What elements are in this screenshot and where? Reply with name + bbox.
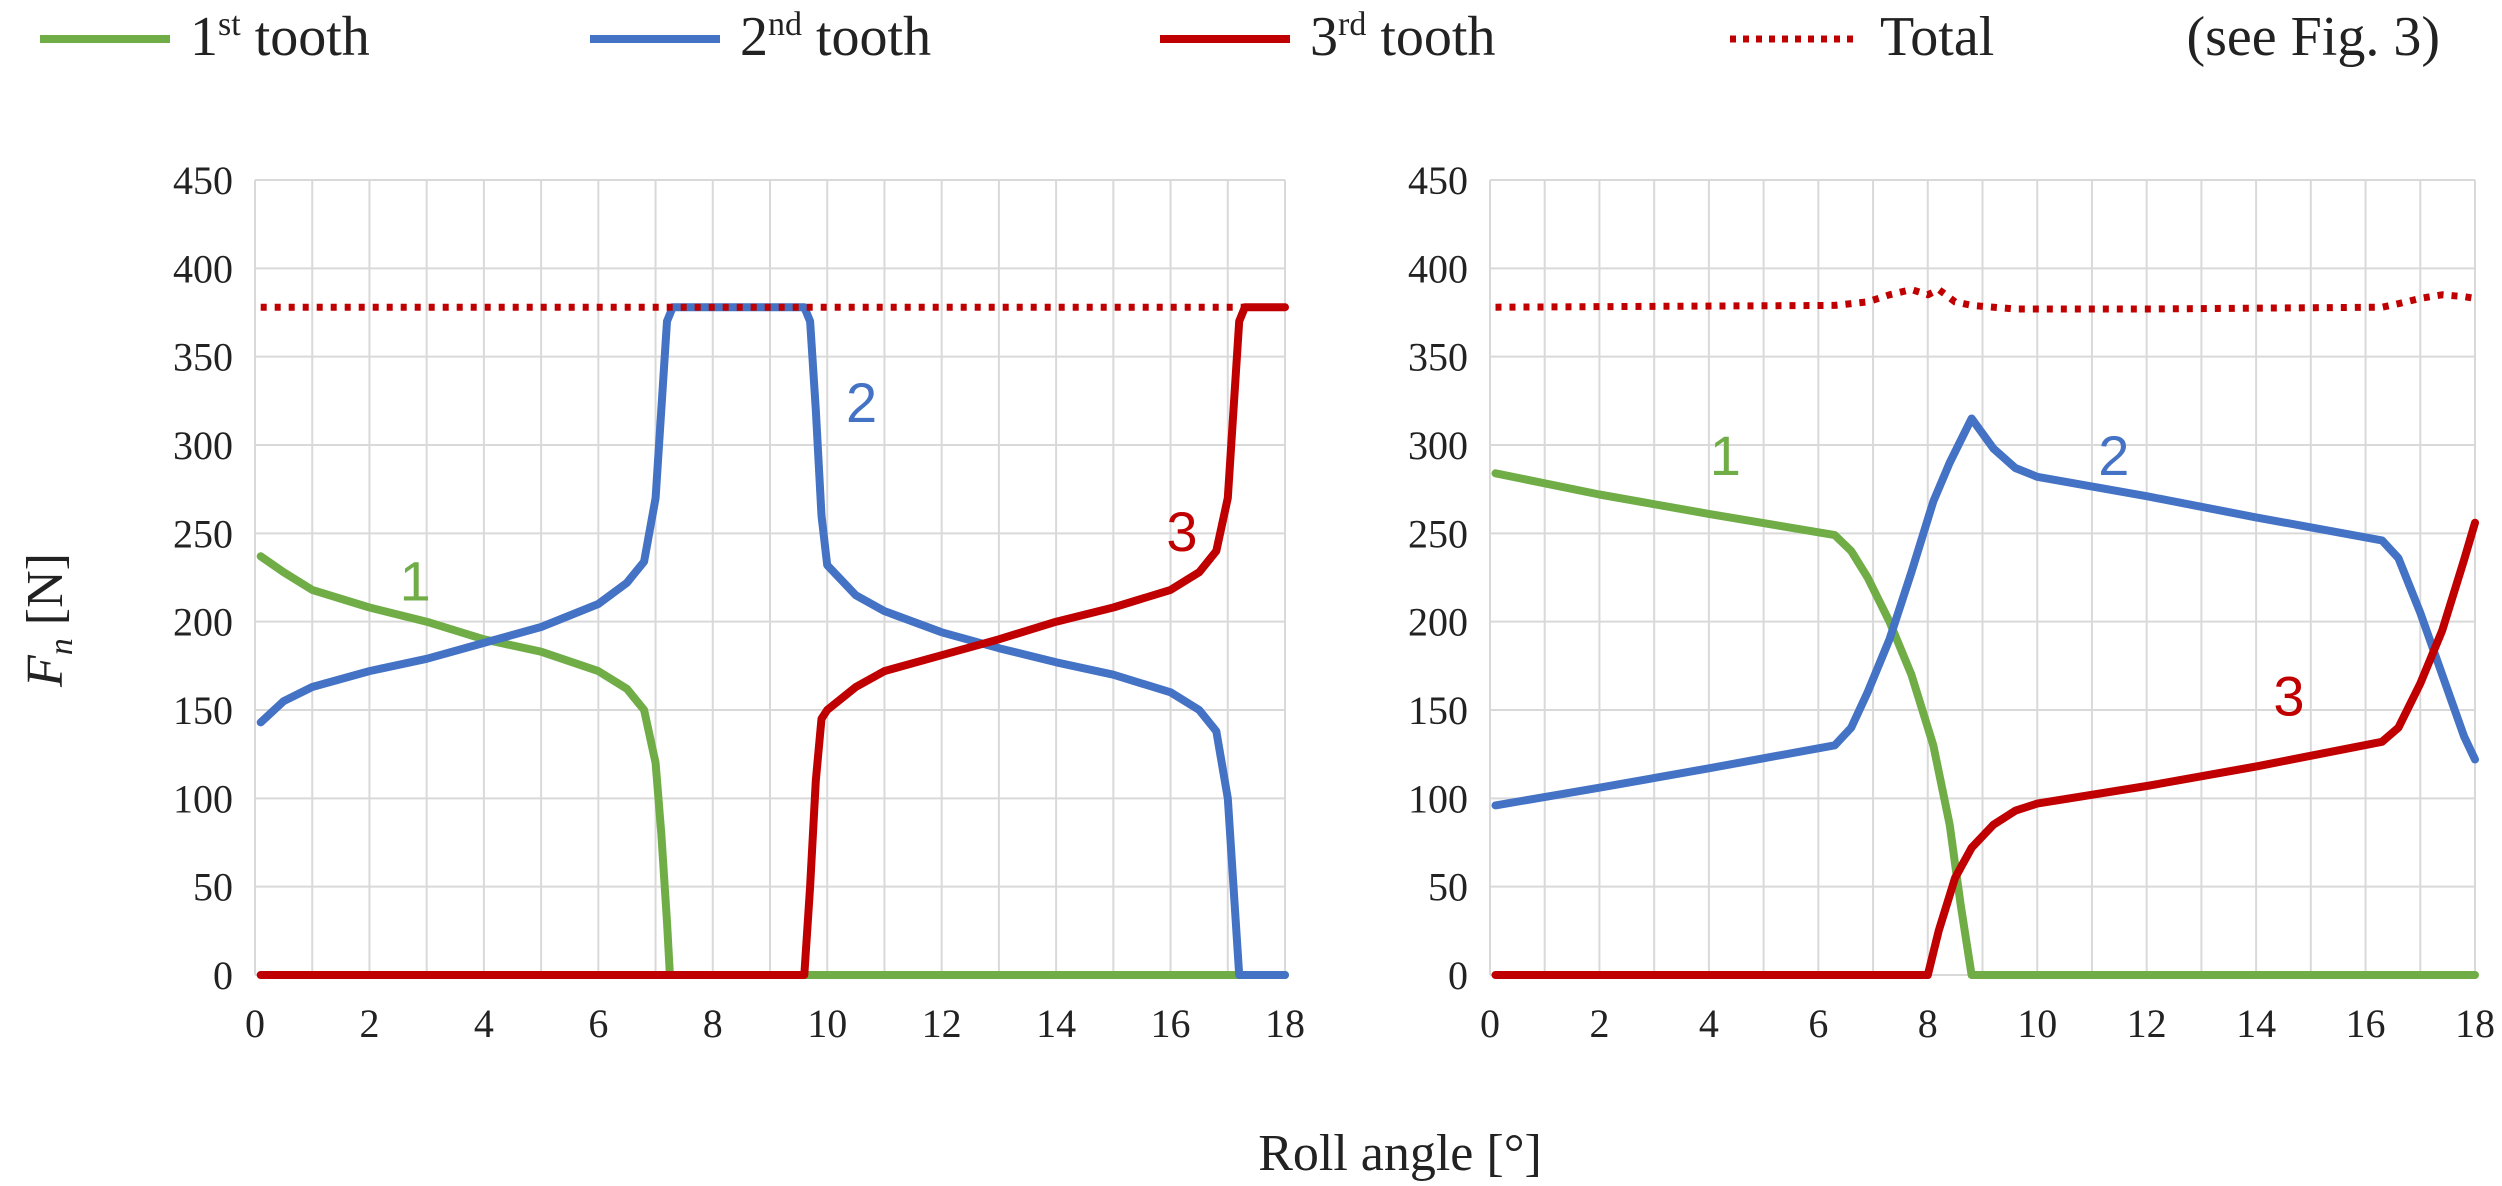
annotation-t3: 3 bbox=[1166, 500, 1197, 563]
y-tick-label: 100 bbox=[1408, 776, 1468, 821]
series-line-total bbox=[1495, 286, 2476, 313]
legend: 1st tooth 2nd tooth 3rd tooth Total (see Fig… bbox=[40, 6, 2440, 68]
x-tick-label: 0 bbox=[1480, 1001, 1500, 1046]
legend-label-t2: 2nd tooth bbox=[740, 6, 931, 68]
y-axis-label: Fn [N] bbox=[17, 553, 80, 688]
left-panel: 0 2 4 6 8 10 12 14 16 180501001502002503003504004… bbox=[173, 158, 1305, 1046]
x-tick-label: 10 bbox=[2017, 1001, 2057, 1046]
y-label-subscript: n bbox=[43, 638, 80, 655]
annotation-t2: 2 bbox=[2098, 424, 2129, 487]
y-tick-label: 350 bbox=[1408, 335, 1468, 380]
annotation-t3: 3 bbox=[2273, 664, 2304, 727]
x-tick-label: 14 bbox=[1036, 1001, 1076, 1046]
y-tick-label: 200 bbox=[173, 600, 233, 645]
y-tick-label: 50 bbox=[193, 865, 233, 910]
x-tick-label: 6 bbox=[588, 1001, 608, 1046]
y-tick-label: 150 bbox=[1408, 688, 1468, 733]
x-tick-label: 8 bbox=[703, 1001, 723, 1046]
y-tick-label: 200 bbox=[1408, 600, 1468, 645]
y-tick-label: 300 bbox=[173, 423, 233, 468]
y-label-symbol: F bbox=[17, 654, 74, 688]
x-tick-label: 4 bbox=[474, 1001, 494, 1046]
legend-label-t3: 3rd tooth bbox=[1310, 6, 1495, 68]
y-tick-label: 250 bbox=[173, 511, 233, 556]
y-tick-label: 450 bbox=[173, 158, 233, 203]
x-tick-label: 16 bbox=[2346, 1001, 2386, 1046]
annotation-t2: 2 bbox=[846, 371, 877, 434]
x-axis-label: Roll angle [°] bbox=[1258, 1125, 1542, 1182]
series-line-t3 bbox=[256, 303, 1289, 979]
x-tick-label: 4 bbox=[1699, 1001, 1719, 1046]
series-line-t2 bbox=[1491, 414, 2479, 810]
x-tick-label: 18 bbox=[2455, 1001, 2495, 1046]
x-tick-label: 12 bbox=[2127, 1001, 2167, 1046]
y-tick-label: 250 bbox=[1408, 511, 1468, 556]
legend-label-t1: 1st tooth bbox=[190, 6, 370, 68]
x-tick-label: 8 bbox=[1918, 1001, 1938, 1046]
x-tick-label: 6 bbox=[1808, 1001, 1828, 1046]
y-tick-label: 400 bbox=[1408, 246, 1468, 291]
annotation-t1: 1 bbox=[400, 549, 431, 612]
y-tick-label: 150 bbox=[173, 688, 233, 733]
y-label-unit: [N] bbox=[17, 553, 74, 638]
x-tick-label: 16 bbox=[1151, 1001, 1191, 1046]
x-tick-label: 2 bbox=[359, 1001, 379, 1046]
series-line-t1 bbox=[1491, 469, 2479, 979]
y-tick-label: 100 bbox=[173, 776, 233, 821]
y-tick-label: 400 bbox=[173, 246, 233, 291]
y-tick-label: 350 bbox=[173, 335, 233, 380]
x-tick-label: 18 bbox=[1265, 1001, 1305, 1046]
y-tick-label: 300 bbox=[1408, 423, 1468, 468]
x-tick-label: 0 bbox=[245, 1001, 265, 1046]
y-tick-label: 0 bbox=[213, 953, 233, 998]
y-tick-label: 50 bbox=[1428, 865, 1468, 910]
annotation-t1: 1 bbox=[1710, 424, 1741, 487]
series-line-t3 bbox=[1491, 518, 2479, 979]
x-tick-label: 2 bbox=[1589, 1001, 1609, 1046]
x-tick-label: 12 bbox=[922, 1001, 962, 1046]
legend-label-total: Total bbox=[1880, 6, 1994, 68]
series-line-t2 bbox=[256, 303, 1289, 979]
series-line-t1 bbox=[256, 552, 1289, 979]
right-panel: 0 2 4 6 8 10 12 14 16 180501001502002503003504004… bbox=[1408, 158, 2495, 1046]
grid bbox=[1489, 179, 2476, 976]
x-tick-label: 10 bbox=[807, 1001, 847, 1046]
x-tick-label: 14 bbox=[2236, 1001, 2276, 1046]
legend-note: (see Fig. 3) bbox=[2186, 6, 2440, 68]
y-tick-label: 0 bbox=[1448, 953, 1468, 998]
y-tick-label: 450 bbox=[1408, 158, 1468, 203]
